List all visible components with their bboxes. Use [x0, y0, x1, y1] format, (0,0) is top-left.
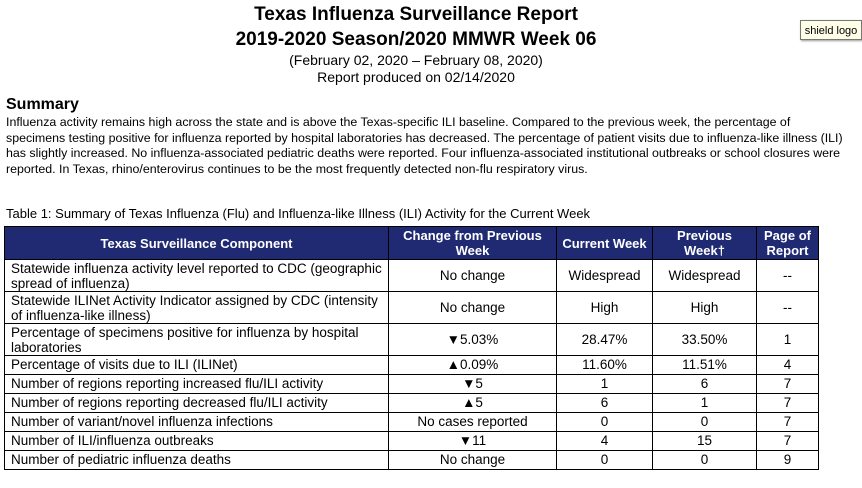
table-row: Percentage of specimens positive for inf…: [4, 323, 819, 356]
table-caption: Table 1: Summary of Texas Influenza (Flu…: [6, 206, 591, 221]
cell-page: 1: [756, 323, 819, 356]
cell-component: Number of variant/novel influenza infect…: [4, 412, 389, 432]
cell-change: No change: [388, 450, 557, 470]
cell-change: ▼5: [388, 374, 557, 394]
cell-change: ▲5: [388, 393, 557, 413]
summary-text: Influenza activity remains high across t…: [6, 115, 843, 176]
cell-component: Percentage of specimens positive for inf…: [4, 323, 389, 356]
cell-component: Percentage of visits due to ILI (ILINet): [4, 355, 389, 375]
report-date-range: (February 02, 2020 – February 08, 2020): [289, 52, 543, 68]
cell-page: 9: [756, 450, 819, 470]
cell-change: No cases reported: [388, 412, 557, 432]
cell-previous: High: [652, 291, 757, 324]
cell-current: 0: [556, 450, 653, 470]
cell-current: 6: [556, 393, 653, 413]
header-page: Page of Report: [756, 226, 819, 260]
cell-change: ▲0.09%: [388, 355, 557, 375]
summary-section: Summary Influenza activity remains high …: [6, 95, 846, 177]
summary-title: Summary: [6, 96, 79, 113]
cell-component: Number of regions reporting decreased fl…: [4, 393, 389, 413]
cell-previous: 1: [652, 393, 757, 413]
cell-current: 11.60%: [556, 355, 653, 375]
cell-previous: 0: [652, 450, 757, 470]
cell-current: 28.47%: [556, 323, 653, 356]
cell-change: No change: [388, 291, 557, 324]
table-row: Number of regions reporting decreased fl…: [4, 393, 819, 413]
report-header: Texas Influenza Surveillance Report 2019…: [0, 2, 832, 86]
table-header-row: Texas Surveillance Component Change from…: [4, 226, 819, 260]
cell-page: 7: [756, 431, 819, 451]
cell-component: Number of pediatric influenza deaths: [4, 450, 389, 470]
cell-component: Statewide influenza activity level repor…: [4, 259, 389, 292]
table-row: Number of regions reporting increased fl…: [4, 374, 819, 394]
cell-page: 7: [756, 374, 819, 394]
table-row: Statewide influenza activity level repor…: [4, 259, 819, 292]
cell-page: --: [756, 259, 819, 292]
table-row: Percentage of visits due to ILI (ILINet)…: [4, 355, 819, 375]
cell-page: 4: [756, 355, 819, 375]
cell-change: ▼5.03%: [388, 323, 557, 356]
cell-previous: 33.50%: [652, 323, 757, 356]
cell-current: Widespread: [556, 259, 653, 292]
cell-page: 7: [756, 393, 819, 413]
table-row: Number of variant/novel influenza infect…: [4, 412, 819, 432]
table-row: Number of pediatric influenza deaths No …: [4, 450, 819, 470]
cell-page: 7: [756, 412, 819, 432]
cell-change: ▼11: [388, 431, 557, 451]
report-season-week: 2019-2020 Season/2020 MMWR Week 06: [235, 29, 597, 50]
header-component: Texas Surveillance Component: [4, 226, 389, 260]
header-previous-week: Previous Week†: [652, 226, 757, 260]
cell-component: Number of ILI/influenza outbreaks: [4, 431, 389, 451]
surveillance-summary-table: Texas Surveillance Component Change from…: [4, 226, 819, 470]
cell-current: 1: [556, 374, 653, 394]
shield-logo-tooltip: shield logo: [800, 20, 862, 40]
cell-component: Statewide ILINet Activity Indicator assi…: [4, 291, 389, 324]
cell-page: --: [756, 291, 819, 324]
cell-previous: 0: [652, 412, 757, 432]
cell-previous: Widespread: [652, 259, 757, 292]
cell-previous: 11.51%: [652, 355, 757, 375]
table-row: Number of ILI/influenza outbreaks ▼11 4 …: [4, 431, 819, 451]
report-produced-date: Report produced on 02/14/2020: [317, 69, 515, 85]
cell-current: High: [556, 291, 653, 324]
table-row: Statewide ILINet Activity Indicator assi…: [4, 291, 819, 324]
header-change: Change from Previous Week: [388, 226, 557, 260]
cell-current: 0: [556, 412, 653, 432]
cell-current: 4: [556, 431, 653, 451]
cell-component: Number of regions reporting increased fl…: [4, 374, 389, 394]
report-title: Texas Influenza Surveillance Report: [254, 4, 578, 25]
cell-change: No change: [388, 259, 557, 292]
header-current-week: Current Week: [556, 226, 653, 260]
cell-previous: 15: [652, 431, 757, 451]
cell-previous: 6: [652, 374, 757, 394]
